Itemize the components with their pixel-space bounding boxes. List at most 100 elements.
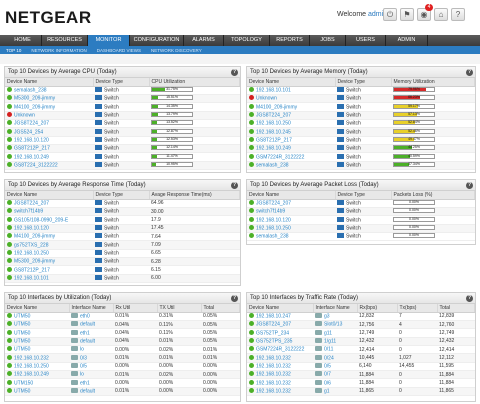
interface-link[interactable]: 0/24 <box>324 355 334 362</box>
column-header[interactable]: Device Type <box>93 191 150 200</box>
nav-tab-jobs[interactable]: JOBS <box>310 35 346 46</box>
user-link[interactable]: admin <box>368 11 388 18</box>
device-link[interactable]: JGS8T224_207 <box>256 112 292 119</box>
device-link[interactable]: UTM50 <box>14 338 31 345</box>
column-header[interactable]: Total <box>201 304 240 313</box>
help-icon[interactable]: ? <box>231 182 238 189</box>
interface-link[interactable]: default <box>80 388 96 395</box>
help-icon[interactable]: ? <box>466 295 473 302</box>
device-link[interactable]: 192.168.10.232 <box>256 363 291 370</box>
nav-tab-monitor[interactable]: MONITOR <box>88 35 130 46</box>
column-header[interactable]: Tx(bps) <box>397 304 438 313</box>
device-link[interactable]: 192.168.10.101 <box>256 87 291 94</box>
interface-link[interactable]: eth1 <box>80 330 90 337</box>
help-icon[interactable]: ? <box>231 69 238 76</box>
device-link[interactable]: GS8T212P_217 <box>256 137 292 144</box>
column-header[interactable]: CPU Utilization <box>149 78 240 87</box>
device-link[interactable]: UTM50 <box>14 330 31 337</box>
device-link[interactable]: M4100_209-jimmy <box>14 104 56 111</box>
interface-link[interactable]: 1/g11 <box>324 338 337 345</box>
nav-tab-home[interactable]: HOME <box>4 35 42 46</box>
device-link[interactable]: 192.168.10.250 <box>256 225 291 232</box>
device-link[interactable]: 192.168.10.232 <box>256 371 291 378</box>
column-header[interactable]: Device Name <box>5 78 94 87</box>
interface-link[interactable]: eth1 <box>80 380 90 387</box>
help-icon[interactable]: ? <box>466 69 473 76</box>
column-header[interactable]: TX Util <box>157 304 202 313</box>
device-link[interactable]: 192.168.10.250 <box>14 363 49 370</box>
interface-link[interactable]: g3 <box>324 313 330 320</box>
alarm-icon[interactable]: ◉ 4 <box>417 4 433 21</box>
device-link[interactable]: GS105/108-0990_209-E <box>14 217 69 224</box>
device-link[interactable]: GS8T212P_217 <box>14 145 50 152</box>
device-link[interactable]: 192.168.10.232 <box>256 355 291 362</box>
interface-link[interactable]: lo <box>80 346 84 353</box>
column-header[interactable]: Rx Util <box>113 304 158 313</box>
interface-link[interactable]: 0/5 <box>80 363 87 370</box>
device-link[interactable]: JGS8T224_207 <box>256 200 292 207</box>
device-link[interactable]: 192.168.10.249 <box>14 154 49 161</box>
device-link[interactable]: switch7f14b9 <box>256 208 286 215</box>
device-link[interactable]: 192.168.10.120 <box>256 217 291 224</box>
device-link[interactable]: gs752TXS_228 <box>14 242 49 249</box>
device-link[interactable]: 192.168.10.232 <box>256 380 291 387</box>
device-link[interactable]: semalash_238 <box>14 87 47 94</box>
device-link[interactable]: Unknown <box>256 95 277 102</box>
logout-icon[interactable]: ⏻ <box>383 8 397 21</box>
column-header[interactable]: Rx(bps) <box>357 304 398 313</box>
interface-link[interactable]: lo <box>80 371 84 378</box>
device-link[interactable]: M5300_209-jimmy <box>14 95 56 102</box>
device-link[interactable]: GS8T212P_217 <box>14 267 50 274</box>
column-header[interactable]: Interface Name <box>313 304 358 313</box>
subnav-item[interactable]: NETWORK INFORMATION <box>31 47 87 53</box>
nav-tab-topology[interactable]: TOPOLOGY <box>224 35 270 46</box>
device-link[interactable]: 192.168.10.250 <box>14 250 49 257</box>
device-link[interactable]: 192.168.10.249 <box>256 145 291 152</box>
device-link[interactable]: 192.168.10.250 <box>256 120 291 127</box>
column-header[interactable]: Packets Loss (%) <box>391 191 475 200</box>
nav-tab-alarms[interactable]: ALARMS <box>184 35 224 46</box>
device-link[interactable]: JGS8T224_207 <box>256 321 292 328</box>
column-header[interactable]: Device Type <box>93 78 150 87</box>
device-link[interactable]: JGS524_254 <box>14 129 44 136</box>
device-link[interactable]: M4100_209-jimmy <box>14 233 56 240</box>
device-link[interactable]: JGS8T224_207 <box>14 200 50 207</box>
help-icon[interactable]: ? <box>451 8 465 21</box>
subnav-item[interactable]: TOP 10 <box>6 47 22 53</box>
device-link[interactable]: UTM50 <box>14 313 31 320</box>
device-link[interactable]: UTM50 <box>14 321 31 328</box>
device-link[interactable]: GSM7224R_3122222 <box>256 154 305 161</box>
device-link[interactable]: 192.168.10.120 <box>14 137 49 144</box>
device-link[interactable]: UTM50 <box>14 346 31 353</box>
device-link[interactable]: 192.168.10.247 <box>256 313 291 320</box>
help-icon[interactable]: ? <box>466 182 473 189</box>
interface-link[interactable]: 0/3 <box>80 355 87 362</box>
subnav-item[interactable]: DASHBOARD VIEWS <box>96 47 142 53</box>
column-header[interactable]: Device Name <box>247 78 336 87</box>
column-header[interactable]: Avage Response Time(ms) <box>149 191 240 200</box>
column-header[interactable]: Device Name <box>5 304 70 313</box>
column-header[interactable]: Total <box>437 304 475 313</box>
interface-link[interactable]: g11 <box>324 330 332 337</box>
nav-tab-configuration[interactable]: CONFIGURATION <box>130 35 184 46</box>
column-header[interactable]: Memory Utilization <box>391 78 475 87</box>
subnav-item[interactable]: NETWORK DISCOVERY <box>151 47 202 53</box>
device-link[interactable]: 192.168.10.249 <box>14 371 49 378</box>
help-icon[interactable]: ? <box>231 295 238 302</box>
column-header[interactable]: Device Type <box>335 78 392 87</box>
device-link[interactable]: GS752TP_234 <box>256 330 290 337</box>
device-link[interactable]: UTM50 <box>14 388 31 395</box>
interface-link[interactable]: eth0 <box>80 313 90 320</box>
interface-link[interactable]: 0/11 <box>324 346 334 353</box>
device-link[interactable]: Unknown <box>14 112 35 119</box>
device-link[interactable]: 192.168.10.101 <box>14 275 49 282</box>
column-header[interactable]: Device Type <box>335 191 392 200</box>
interface-link[interactable]: default <box>80 321 96 328</box>
device-link[interactable]: 192.168.10.232 <box>256 388 291 395</box>
device-link[interactable]: GS8T224_3122222 <box>14 162 58 169</box>
column-header[interactable]: Device Name <box>5 191 94 200</box>
device-link[interactable]: semalash_238 <box>256 233 289 240</box>
interface-link[interactable]: 0/7 <box>324 371 331 378</box>
nav-tab-resources[interactable]: RESOURCES <box>42 35 88 46</box>
home-icon[interactable]: ⌂ <box>434 8 448 21</box>
